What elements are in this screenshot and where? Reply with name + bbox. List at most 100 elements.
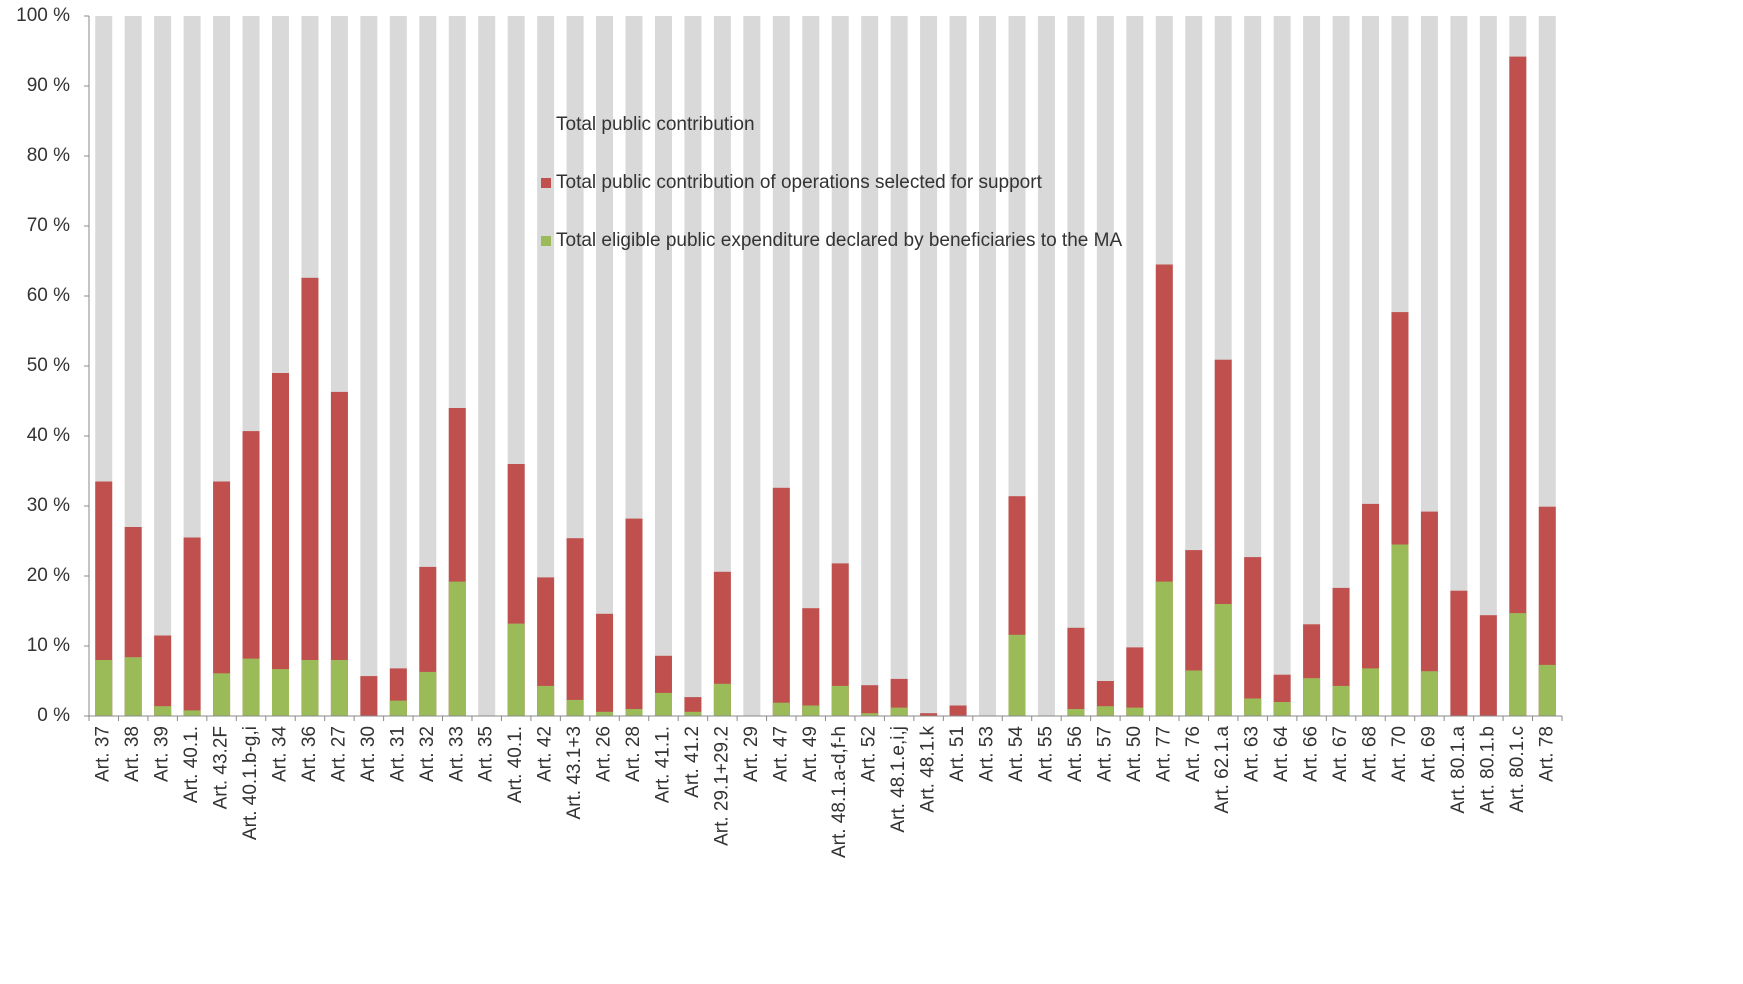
bar [890,16,908,716]
bar [154,16,172,716]
bar [743,16,761,716]
bar [1126,647,1144,716]
bar [1067,709,1085,716]
bar [1332,587,1350,716]
bar [596,16,614,716]
x-tick-label: Art. 34 [270,726,291,782]
bar [1185,670,1203,716]
x-tick-label: Art. 69 [1418,726,1439,782]
bar [1126,16,1144,716]
bar [831,563,849,716]
bar [1420,511,1438,716]
x-tick-label: Art. 37 [93,726,114,782]
bar [95,660,113,716]
bar [507,623,525,716]
bar [271,669,289,716]
bar [920,16,938,716]
y-tick-label: 80 % [27,145,70,166]
bar [1303,16,1321,716]
bar [1008,634,1026,716]
bar [1332,16,1350,716]
x-tick-label: Art. 35 [476,726,497,782]
bar [861,713,879,716]
y-tick-label: 30 % [27,495,70,516]
x-tick-label: Art. 48.1.k [918,726,939,813]
bar [1509,56,1527,717]
bar [713,571,731,716]
bar [1244,16,1262,716]
x-tick-label: Art. 55 [1035,726,1056,782]
bar [1037,16,1055,716]
bar [124,657,142,716]
x-tick-label: Art. 76 [1183,726,1204,782]
x-tick-label: Art. 48.1.e,i,j [888,726,909,833]
x-tick-label: Art. 70 [1389,726,1410,782]
legend-label: Total public contribution of operations … [556,172,1043,193]
bar [95,481,113,716]
bar [1096,706,1114,716]
bar [625,518,643,716]
bar [684,711,702,716]
x-tick-label: Art. 40.1. [181,726,202,803]
x-tick-label: Art. 77 [1153,726,1174,782]
x-tick-label: Art. 53 [977,726,998,782]
bar [596,613,614,716]
bar [537,16,555,716]
x-tick-label: Art. 40.1. [505,726,526,803]
bar [566,699,584,716]
legend-label: Total eligible public expenditure declar… [556,230,1122,251]
y-tick-label: 70 % [27,215,70,236]
bar [1214,604,1232,716]
bar [566,538,584,716]
bar [154,635,172,716]
bar [596,711,614,716]
bar [419,16,437,716]
legend-marker [541,178,551,188]
bar [301,277,319,716]
bar [949,16,967,716]
bar [1244,557,1262,716]
x-tick-label: Art. 54 [1006,726,1027,782]
bar [154,706,172,716]
bar [1126,707,1144,716]
bar [1067,627,1085,716]
bar [979,16,997,716]
y-tick-label: 20 % [27,565,70,586]
bar [448,581,466,716]
bar [537,685,555,716]
bar [1273,702,1291,716]
bar [1362,503,1380,716]
bar [537,577,555,716]
x-tick-label: Art. 57 [1094,726,1115,782]
x-tick-label: Art. 26 [594,726,615,782]
bar [1538,506,1556,716]
bar [1303,678,1321,716]
bar [1273,16,1291,716]
x-tick-label: Art. 31 [387,726,408,782]
x-tick-label: Art. 50 [1124,726,1145,782]
x-tick-label: Art. 56 [1065,726,1086,782]
bar [920,713,938,716]
bar [360,676,378,716]
y-tick-label: 50 % [27,355,70,376]
bar [183,710,201,716]
x-tick-label: Art. 33 [446,726,467,782]
x-tick-label: Art. 28 [623,726,644,782]
bar [389,700,407,716]
bar [713,16,731,716]
bar [330,391,348,716]
y-tick-label: 60 % [27,285,70,306]
x-tick-label: Art. 63 [1242,726,1263,782]
bar [330,660,348,716]
bar [1244,698,1262,716]
bar [713,683,731,716]
bar [1420,671,1438,716]
bar [684,16,702,716]
y-tick-label: 100 % [16,5,70,26]
y-tick-label: 40 % [27,425,70,446]
bar [1155,581,1173,716]
bar [890,707,908,716]
x-tick-label: Art. 29.1+29.2 [711,726,732,846]
bar [625,709,643,716]
bar [654,16,672,716]
